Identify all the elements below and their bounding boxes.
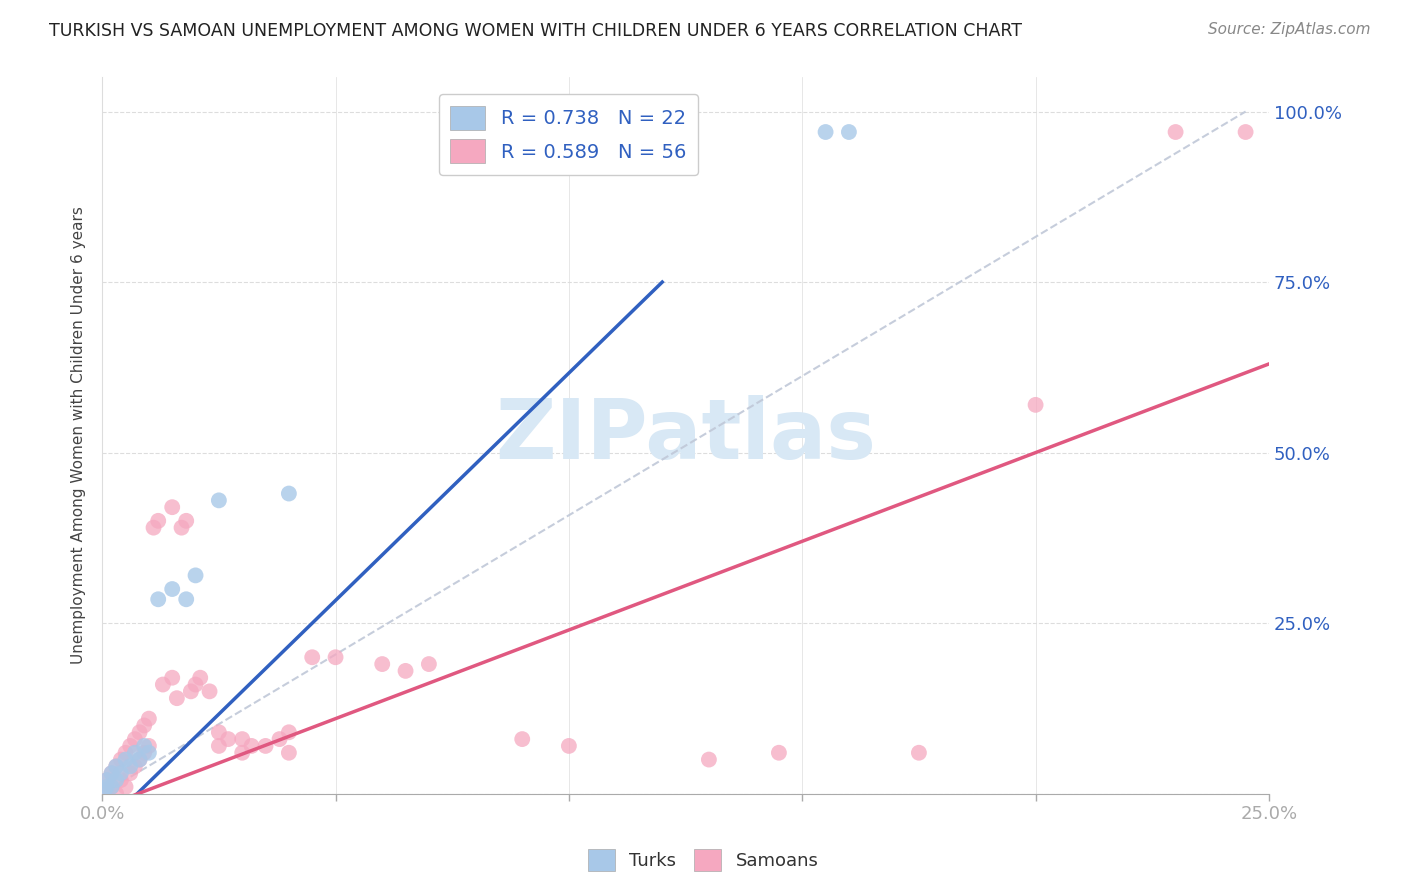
- Point: [128, 725, 150, 739]
- Point: [110, 753, 132, 767]
- Point: [160, 582, 183, 596]
- Point: [142, 521, 165, 535]
- Point: [174, 514, 197, 528]
- Point: [114, 753, 136, 767]
- Point: [100, 766, 122, 780]
- Point: [269, 732, 291, 747]
- Point: [277, 725, 299, 739]
- Point: [768, 746, 790, 760]
- Legend: Turks, Samoans: Turks, Samoans: [581, 842, 825, 879]
- Point: [114, 746, 136, 760]
- Point: [138, 712, 160, 726]
- Y-axis label: Unemployment Among Women with Children Under 6 years: Unemployment Among Women with Children U…: [72, 207, 86, 665]
- Point: [114, 780, 136, 794]
- Point: [110, 766, 132, 780]
- Point: [138, 739, 160, 753]
- Point: [134, 739, 156, 753]
- Point: [277, 746, 299, 760]
- Point: [1234, 125, 1257, 139]
- Point: [240, 739, 263, 753]
- Text: Source: ZipAtlas.com: Source: ZipAtlas.com: [1208, 22, 1371, 37]
- Point: [231, 746, 253, 760]
- Point: [124, 759, 146, 773]
- Point: [128, 753, 150, 767]
- Point: [93, 783, 115, 797]
- Point: [1164, 125, 1187, 139]
- Point: [96, 787, 118, 801]
- Point: [105, 759, 128, 773]
- Point: [124, 732, 146, 747]
- Text: ZIPatlas: ZIPatlas: [495, 395, 876, 476]
- Point: [128, 753, 150, 767]
- Point: [180, 684, 202, 698]
- Point: [697, 753, 720, 767]
- Point: [134, 746, 156, 760]
- Point: [166, 691, 188, 706]
- Point: [148, 514, 170, 528]
- Point: [325, 650, 347, 665]
- Point: [96, 772, 118, 787]
- Point: [120, 739, 142, 753]
- Point: [110, 772, 132, 787]
- Point: [208, 493, 231, 508]
- Point: [208, 739, 231, 753]
- Point: [100, 780, 122, 794]
- Point: [277, 486, 299, 500]
- Point: [96, 772, 118, 787]
- Point: [198, 684, 221, 698]
- Point: [152, 677, 174, 691]
- Point: [394, 664, 416, 678]
- Point: [1025, 398, 1047, 412]
- Point: [418, 657, 440, 671]
- Point: [184, 568, 207, 582]
- Text: TURKISH VS SAMOAN UNEMPLOYMENT AMONG WOMEN WITH CHILDREN UNDER 6 YEARS CORRELATI: TURKISH VS SAMOAN UNEMPLOYMENT AMONG WOM…: [49, 22, 1022, 40]
- Point: [93, 783, 115, 797]
- Point: [105, 772, 128, 787]
- Point: [96, 780, 118, 794]
- Point: [120, 759, 142, 773]
- Point: [814, 125, 837, 139]
- Point: [105, 787, 128, 801]
- Point: [908, 746, 931, 760]
- Point: [120, 766, 142, 780]
- Point: [138, 746, 160, 760]
- Point: [160, 500, 183, 515]
- Point: [160, 671, 183, 685]
- Point: [184, 677, 207, 691]
- Point: [558, 739, 581, 753]
- Point: [838, 125, 860, 139]
- Legend: R = 0.738   N = 22, R = 0.589   N = 56: R = 0.738 N = 22, R = 0.589 N = 56: [439, 95, 697, 175]
- Point: [208, 725, 231, 739]
- Point: [254, 739, 277, 753]
- Point: [134, 718, 156, 732]
- Point: [371, 657, 394, 671]
- Point: [170, 521, 193, 535]
- Point: [100, 780, 122, 794]
- Point: [188, 671, 211, 685]
- Point: [510, 732, 533, 747]
- Point: [231, 732, 253, 747]
- Point: [174, 592, 197, 607]
- Point: [105, 759, 128, 773]
- Point: [100, 766, 122, 780]
- Point: [124, 746, 146, 760]
- Point: [217, 732, 239, 747]
- Point: [301, 650, 323, 665]
- Point: [148, 592, 170, 607]
